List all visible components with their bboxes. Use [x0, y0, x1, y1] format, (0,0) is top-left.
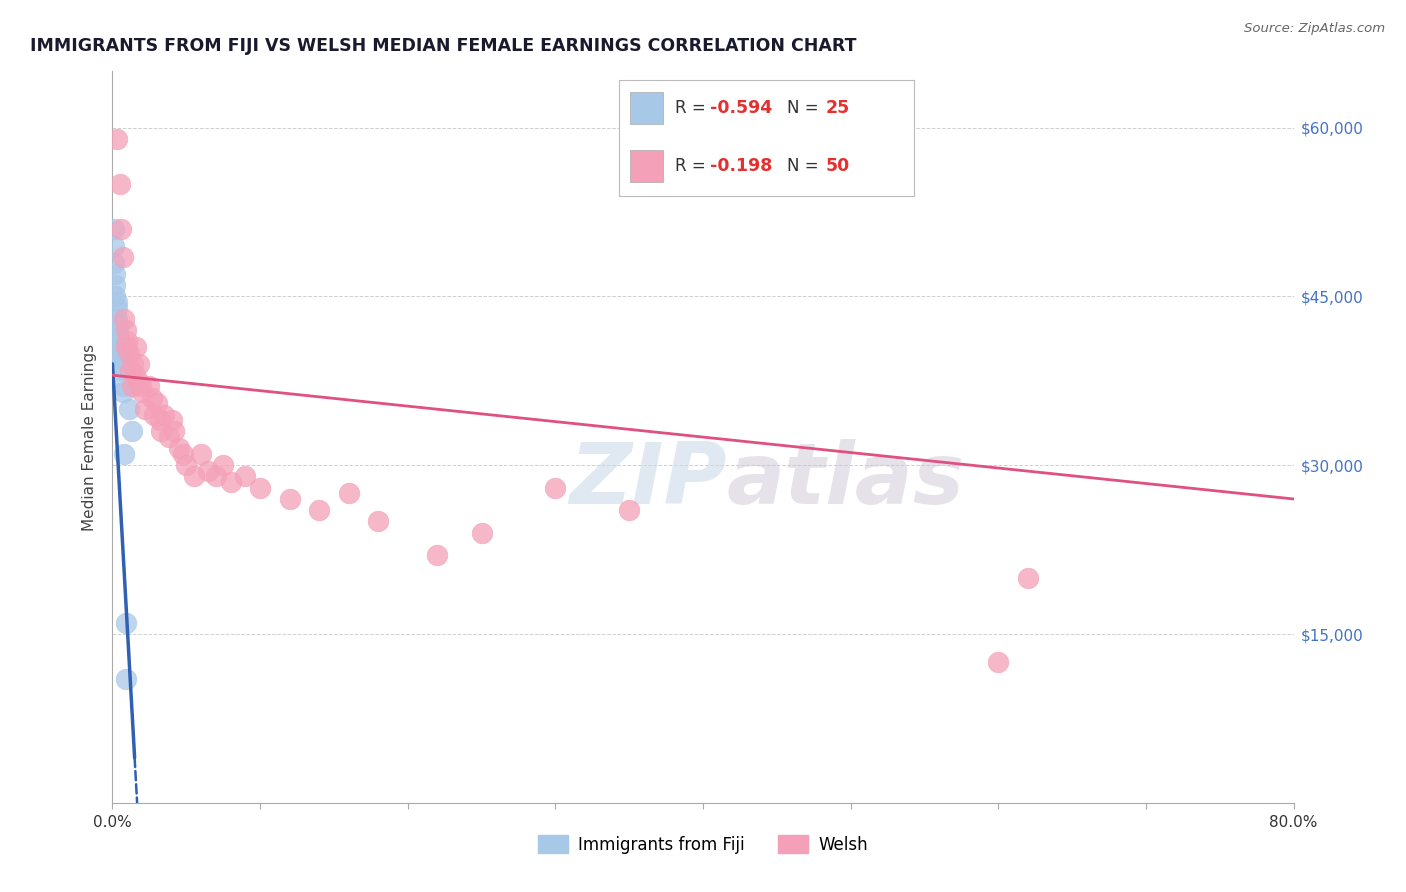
Point	[619, 503, 641, 517]
Point	[987, 655, 1010, 669]
Point	[249, 481, 271, 495]
Point	[153, 408, 176, 422]
Point	[174, 458, 197, 473]
Point	[131, 385, 153, 400]
Point	[105, 295, 128, 310]
Text: atlas: atlas	[727, 440, 965, 523]
Point	[129, 379, 152, 393]
Point	[105, 301, 128, 315]
Point	[219, 475, 242, 489]
Point	[142, 408, 165, 422]
Point	[112, 447, 135, 461]
Point	[114, 672, 136, 686]
Text: -0.594: -0.594	[710, 99, 772, 117]
Point	[426, 548, 449, 562]
Point	[114, 340, 136, 354]
Point	[122, 357, 145, 371]
Point	[146, 396, 169, 410]
Point	[103, 239, 125, 253]
Point	[121, 379, 143, 393]
Text: 50: 50	[825, 157, 849, 175]
Point	[160, 413, 183, 427]
Point	[212, 458, 235, 473]
Point	[149, 413, 172, 427]
Point	[124, 368, 146, 383]
Point	[141, 391, 163, 405]
Point	[337, 486, 360, 500]
Point	[1017, 571, 1039, 585]
Text: N =: N =	[787, 157, 824, 175]
Point	[157, 430, 180, 444]
Point	[172, 447, 194, 461]
Point	[470, 525, 494, 540]
Text: ZIP: ZIP	[569, 440, 727, 523]
Point	[150, 425, 173, 439]
Point	[112, 312, 135, 326]
Point	[114, 323, 136, 337]
Point	[278, 491, 301, 506]
FancyBboxPatch shape	[630, 92, 664, 124]
Text: R =: R =	[675, 99, 711, 117]
FancyBboxPatch shape	[630, 150, 664, 182]
Text: IMMIGRANTS FROM FIJI VS WELSH MEDIAN FEMALE EARNINGS CORRELATION CHART: IMMIGRANTS FROM FIJI VS WELSH MEDIAN FEM…	[30, 37, 856, 54]
Point	[197, 464, 219, 478]
Point	[110, 362, 132, 376]
Point	[205, 469, 228, 483]
Text: N =: N =	[787, 99, 824, 117]
Point	[104, 267, 127, 281]
Point	[111, 385, 134, 400]
Point	[125, 340, 148, 354]
Point	[128, 357, 150, 371]
Point	[110, 222, 132, 236]
Point	[104, 278, 127, 293]
Point	[114, 615, 136, 630]
Point	[163, 425, 186, 439]
Point	[127, 374, 149, 388]
Point	[108, 340, 131, 354]
Point	[108, 177, 131, 191]
Point	[111, 379, 134, 393]
Point	[138, 379, 160, 393]
Text: R =: R =	[675, 157, 711, 175]
Text: -0.198: -0.198	[710, 157, 772, 175]
Y-axis label: Median Female Earnings: Median Female Earnings	[82, 343, 97, 531]
Point	[103, 222, 125, 236]
Point	[233, 469, 256, 483]
Point	[103, 255, 125, 269]
Point	[121, 425, 143, 439]
Point	[108, 351, 131, 366]
Point	[110, 357, 132, 371]
Point	[118, 401, 141, 416]
Point	[118, 345, 141, 359]
Point	[108, 334, 131, 349]
Point	[107, 323, 129, 337]
Point	[105, 132, 128, 146]
Point	[190, 447, 212, 461]
Text: Source: ZipAtlas.com: Source: ZipAtlas.com	[1244, 22, 1385, 36]
Point	[367, 515, 389, 529]
Point	[117, 334, 138, 349]
Point	[183, 469, 205, 483]
Text: 25: 25	[825, 99, 849, 117]
Point	[107, 318, 129, 332]
Point	[104, 289, 127, 303]
Point	[107, 328, 129, 343]
Point	[134, 401, 156, 416]
Point	[108, 345, 131, 359]
Legend: Immigrants from Fiji, Welsh: Immigrants from Fiji, Welsh	[531, 829, 875, 860]
Point	[111, 250, 134, 264]
Point	[308, 503, 330, 517]
Point	[120, 362, 142, 376]
Point	[105, 312, 128, 326]
Point	[167, 442, 190, 456]
Point	[544, 481, 567, 495]
